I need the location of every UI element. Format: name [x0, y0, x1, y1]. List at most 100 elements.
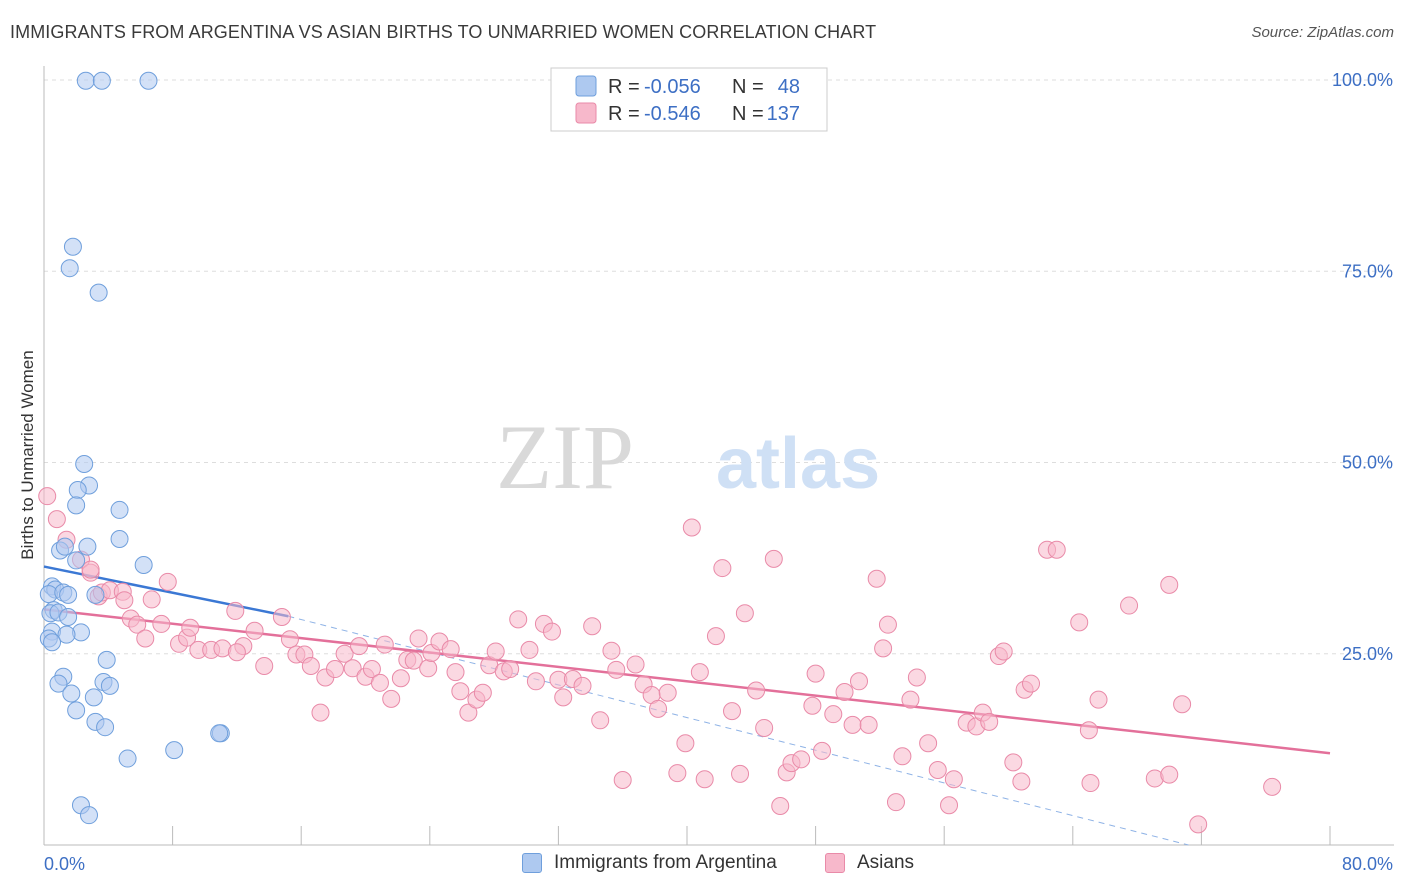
data-point-asians: [591, 711, 610, 730]
data-point-argentina: [139, 71, 158, 90]
data-point-argentina: [68, 481, 87, 500]
data-point-argentina: [59, 608, 78, 627]
data-point-asians: [980, 712, 999, 731]
data-point-asians: [901, 690, 920, 709]
data-point-asians: [301, 656, 320, 675]
data-point-asians: [473, 683, 492, 702]
legend-n-label-2: N =: [732, 103, 764, 125]
y-tick-label: 25.0%: [1342, 644, 1393, 664]
legend-r-label-1: R =: [608, 76, 640, 98]
data-point-asians: [158, 572, 177, 591]
data-point-argentina: [100, 676, 119, 695]
data-point-argentina: [89, 283, 108, 302]
data-point-asians: [723, 702, 742, 721]
data-point-argentina: [67, 701, 86, 720]
data-point-asians: [501, 660, 520, 679]
data-point-asians: [626, 655, 645, 674]
data-point-asians: [226, 601, 245, 620]
data-point-asians: [343, 659, 362, 678]
data-point-asians: [706, 627, 725, 646]
data-point-argentina: [76, 71, 95, 90]
data-point-asians: [272, 608, 291, 627]
data-point-asians: [928, 761, 947, 780]
data-point-asians: [1081, 774, 1100, 793]
data-point-asians: [362, 660, 381, 679]
data-point-asians: [735, 604, 754, 623]
data-point-asians: [520, 640, 539, 659]
data-point-asians: [940, 796, 959, 815]
data-point-asians: [181, 618, 200, 637]
data-point-asians: [1089, 690, 1108, 709]
data-point-argentina: [67, 551, 86, 570]
data-point-argentina: [92, 71, 111, 90]
bottom-legend-item-argentina: Immigrants from Argentina: [522, 852, 777, 874]
data-point-argentina: [97, 650, 116, 669]
legend-n-value-2: 137: [767, 103, 800, 125]
data-point-argentina: [63, 237, 82, 256]
watermark-atlas: atlas: [716, 424, 880, 504]
legend-n-value-1: 48: [778, 76, 800, 98]
data-point-argentina: [110, 530, 129, 548]
watermark: ZIP atlas: [496, 406, 880, 508]
data-point-asians: [419, 659, 438, 678]
y-tick-label: 75.0%: [1342, 261, 1393, 281]
data-point-asians: [803, 696, 822, 715]
data-point-asians: [843, 715, 862, 734]
data-point-asians: [509, 610, 528, 629]
data-point-asians: [227, 643, 246, 662]
data-point-asians: [649, 699, 668, 718]
bottom-legend-label-argentina: Immigrants from Argentina: [554, 852, 777, 873]
legend-swatch-argentina: [575, 75, 597, 97]
data-point-asians: [350, 637, 369, 656]
data-point-argentina: [165, 741, 184, 760]
data-point-asians: [1047, 540, 1066, 559]
data-point-asians: [391, 669, 410, 688]
data-point-asians: [824, 705, 843, 724]
data-point-argentina: [57, 625, 76, 644]
data-point-asians: [886, 793, 905, 812]
data-point-asians: [731, 764, 750, 783]
x-tick-label: 0.0%: [44, 854, 85, 874]
data-point-argentina: [110, 500, 129, 519]
legend-n-label-1: N =: [732, 76, 764, 98]
data-point-argentina: [75, 455, 94, 474]
data-point-asians: [867, 569, 886, 588]
legend-r-label-2: R =: [608, 103, 640, 125]
data-point-asians: [874, 639, 893, 658]
data-point-argentina: [134, 556, 153, 575]
series-asians: [38, 487, 1282, 834]
data-point-asians: [245, 621, 264, 640]
data-point-asians: [311, 703, 330, 722]
data-point-asians: [375, 635, 394, 654]
legend: R = -0.056 N = 48 R = -0.546 N = 137: [550, 67, 828, 132]
legend-r-value-1: -0.056: [644, 76, 701, 98]
data-point-asians: [1120, 596, 1139, 615]
data-point-asians: [142, 590, 161, 609]
x-tick-label: 80.0%: [1342, 854, 1393, 874]
data-point-asians: [713, 559, 732, 578]
data-point-argentina: [84, 688, 103, 707]
data-point-asians: [695, 770, 714, 789]
data-point-asians: [1070, 613, 1089, 632]
y-tick-label: 50.0%: [1342, 453, 1393, 473]
data-point-asians: [542, 622, 561, 641]
data-point-asians: [771, 796, 790, 815]
data-point-asians: [583, 617, 602, 636]
data-point-asians: [38, 487, 57, 506]
series-argentina: [39, 71, 230, 825]
watermark-zip: ZIP: [496, 406, 634, 508]
data-point-asians: [1160, 765, 1179, 784]
data-point-asians: [919, 734, 938, 753]
data-point-asians: [806, 664, 825, 683]
data-point-asians: [792, 750, 811, 769]
data-point-asians: [1012, 772, 1031, 791]
data-point-argentina: [55, 537, 74, 556]
data-point-asians: [47, 510, 66, 529]
data-point-asians: [1160, 575, 1179, 594]
data-point-asians: [382, 689, 401, 708]
data-point-asians: [878, 615, 897, 634]
data-point-asians: [370, 673, 389, 692]
data-point-asians: [658, 683, 677, 702]
data-point-asians: [668, 764, 687, 783]
